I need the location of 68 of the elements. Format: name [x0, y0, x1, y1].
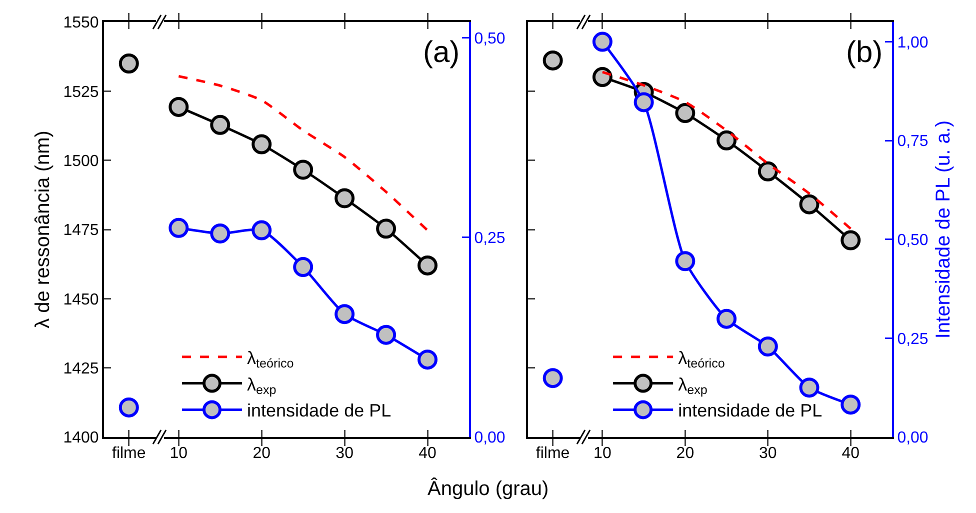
x-tick-label: 30: [759, 445, 777, 462]
x-tick-label: filme: [112, 445, 146, 462]
line-series: [177, 74, 429, 232]
y-tick-label: 1475: [63, 222, 99, 240]
x-tick-label: 10: [594, 445, 612, 462]
point: [675, 251, 696, 272]
legend-label: intensidade de PL: [678, 400, 822, 421]
y2-tick-label: 0,25: [474, 230, 506, 248]
text: 0,25: [897, 330, 928, 348]
point: [334, 304, 355, 324]
point: [252, 220, 272, 240]
y-tick-label: 1525: [63, 84, 99, 101]
point: [840, 394, 861, 415]
y2-axis-title: Intensidade de PL (u. a.): [932, 120, 954, 339]
point: [592, 32, 612, 52]
point: [210, 114, 230, 135]
text: 0,00: [897, 430, 928, 447]
point: [168, 218, 189, 238]
point: [542, 368, 563, 388]
point: [592, 67, 612, 88]
point: [840, 230, 861, 250]
annotation: (a): [423, 36, 460, 69]
point: [542, 50, 563, 70]
legend-label: λ$_{teórico}$: [678, 348, 725, 371]
x-tick-label: 20: [252, 445, 271, 462]
annotation: (b): [846, 36, 883, 69]
y-tick-label: 1550: [63, 14, 99, 32]
point: [758, 161, 778, 182]
legend-label: λ$_{teórico}$: [247, 348, 294, 371]
point: [634, 92, 654, 112]
point: [799, 194, 820, 214]
x-tick-label: 40: [842, 445, 860, 462]
point: [758, 336, 778, 356]
point: [293, 160, 314, 180]
y2-tick-label: 0,00: [474, 430, 506, 447]
y-tick-label: 1425: [63, 360, 99, 378]
point: [716, 130, 737, 150]
y-tick-label: 1500: [63, 152, 99, 170]
point: [418, 350, 438, 370]
x-tick-label: 40: [418, 445, 437, 462]
point: [376, 324, 396, 345]
y-tick-label: 1400: [63, 430, 99, 447]
point: [293, 257, 314, 277]
point: [799, 378, 820, 398]
point: [376, 218, 396, 239]
y-axis-title: λ de ressonância (nm): [32, 130, 54, 328]
x-axis-title: Ângulo (grau): [428, 478, 549, 501]
x-tick-label: 30: [336, 445, 354, 462]
point: [210, 223, 230, 244]
point: [252, 134, 272, 154]
text: 0,75: [897, 133, 928, 150]
y2-tick-label: 0,50: [474, 30, 506, 48]
legend-label: λ$_{exp}$: [678, 374, 708, 398]
point: [675, 103, 696, 124]
point: [716, 308, 737, 329]
point: [334, 188, 355, 208]
legend-label: intensidade de PL: [247, 400, 392, 421]
point: [168, 96, 189, 117]
point: [418, 255, 438, 276]
legend-label: λ$_{exp}$: [247, 374, 276, 398]
point: [118, 54, 139, 74]
text: 1,00: [897, 34, 928, 52]
x-tick-label: filme: [536, 445, 570, 462]
x-tick-label: 20: [676, 445, 694, 462]
point: [118, 397, 139, 418]
x-tick-label: 10: [170, 445, 188, 462]
y-tick-label: 1450: [63, 291, 99, 308]
text: 0,50: [897, 232, 928, 249]
